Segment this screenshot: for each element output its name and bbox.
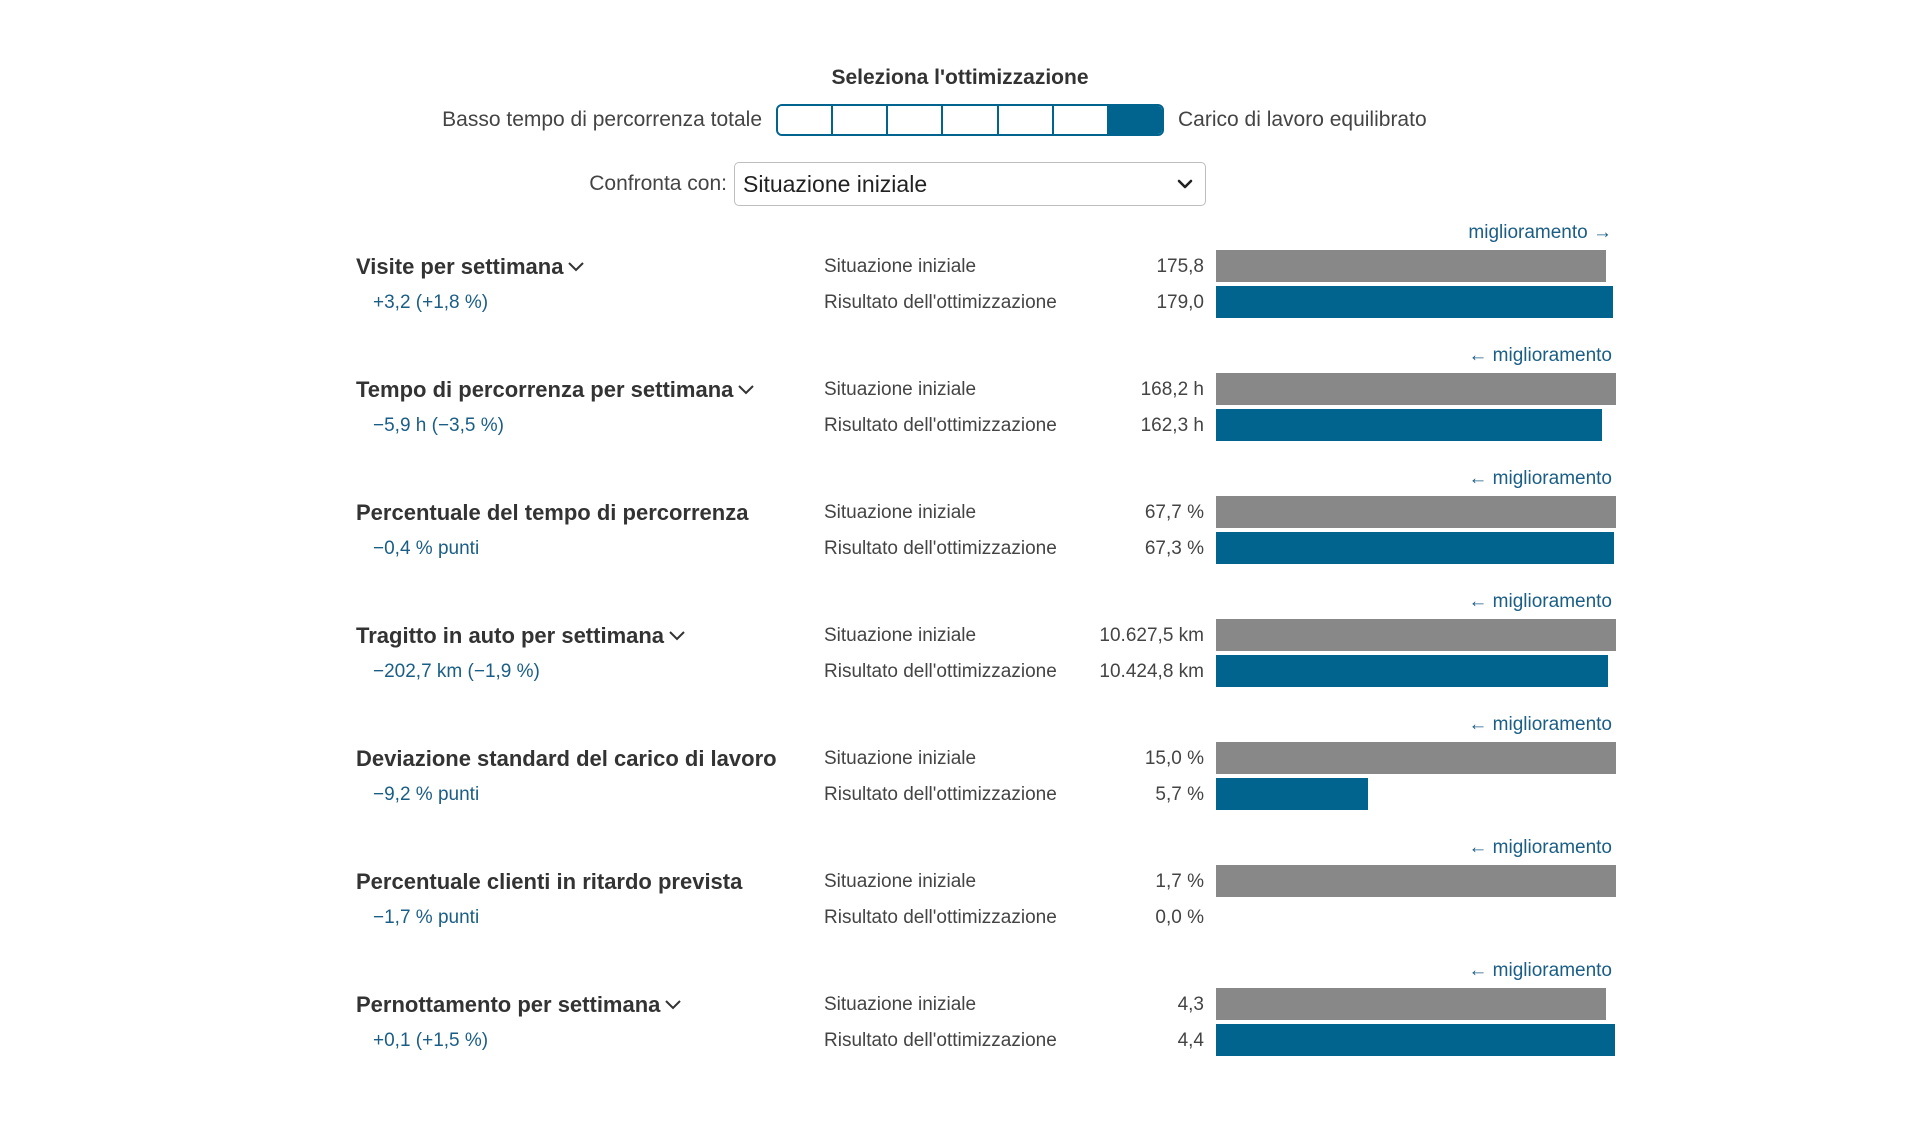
metric-title-text: Percentuale clienti in ritardo prevista	[356, 869, 743, 894]
metric-row: ← miglioramento Deviazione standard del c…	[0, 714, 1920, 824]
baseline-value: 175,8	[1156, 256, 1204, 277]
result-bar	[1216, 655, 1608, 687]
baseline-bar	[1216, 496, 1616, 528]
baseline-label: Situazione iniziale	[824, 625, 977, 646]
baseline-bar	[1216, 988, 1606, 1020]
metric-row: ← miglioramento Percentuale del tempo di …	[0, 468, 1920, 578]
result-value: 179,0	[1156, 292, 1204, 313]
baseline-value: 168,2 h	[1140, 379, 1204, 400]
baseline-label: Situazione iniziale	[824, 871, 977, 892]
result-label: Risultato dell'ottimizzazione	[824, 784, 1057, 805]
result-bar	[1216, 778, 1368, 810]
slider-segment-1[interactable]	[778, 106, 834, 134]
slider-segment-5[interactable]	[998, 106, 1054, 134]
baseline-label: Situazione iniziale	[824, 256, 977, 277]
chevron-down-icon[interactable]	[668, 630, 686, 642]
optimization-selector: Basso tempo di percorrenza totale Carico…	[0, 104, 1920, 138]
result-label: Risultato dell'ottimizzazione	[824, 538, 1057, 559]
metric-title-text: Visite per settimana	[356, 254, 564, 279]
optimization-slider[interactable]	[776, 104, 1164, 136]
slider-segment-3[interactable]	[888, 106, 944, 134]
improvement-direction: ← miglioramento	[1468, 345, 1612, 366]
result-label: Risultato dell'ottimizzazione	[824, 415, 1057, 436]
result-bar	[1216, 409, 1602, 441]
metric-title[interactable]: Visite per settimana	[356, 254, 585, 280]
result-value: 0,0 %	[1155, 907, 1204, 928]
improvement-direction: ← miglioramento	[1468, 837, 1612, 858]
compare-label: Confronta con:	[589, 172, 727, 195]
baseline-label: Situazione iniziale	[824, 748, 977, 769]
optimization-left-label: Basso tempo di percorrenza totale	[442, 108, 762, 131]
baseline-value: 15,0 %	[1144, 748, 1204, 769]
improvement-direction: miglioramento →	[1468, 222, 1612, 243]
baseline-label: Situazione iniziale	[824, 994, 977, 1015]
metric-delta: −202,7 km (−1,9 %)	[373, 661, 540, 682]
optimization-right-label: Carico di lavoro equilibrato	[1178, 108, 1427, 131]
improvement-direction: ← miglioramento	[1468, 468, 1612, 489]
metric-row: miglioramento → Visite per settimana +3,2 …	[0, 222, 1920, 332]
improvement-direction: ← miglioramento	[1468, 714, 1612, 735]
chevron-down-icon[interactable]	[737, 384, 755, 396]
metric-delta: −1,7 % punti	[373, 907, 480, 928]
metric-title-text: Deviazione standard del carico di lavoro	[356, 746, 777, 771]
baseline-bar	[1216, 742, 1616, 774]
metric-delta: +3,2 (+1,8 %)	[373, 292, 489, 313]
metric-title-text: Tragitto in auto per settimana	[356, 623, 665, 648]
baseline-bar	[1216, 373, 1616, 405]
baseline-label: Situazione iniziale	[824, 379, 977, 400]
metric-row: ← miglioramento Pernottamento per settima…	[0, 960, 1920, 1070]
result-bar	[1216, 286, 1613, 318]
slider-segment-2[interactable]	[833, 106, 889, 134]
baseline-bar	[1216, 865, 1616, 897]
slider-segment-4[interactable]	[943, 106, 999, 134]
metric-delta: −0,4 % punti	[373, 538, 480, 559]
baseline-bar	[1216, 619, 1616, 651]
improvement-direction: ← miglioramento	[1468, 591, 1612, 612]
result-value: 67,3 %	[1144, 538, 1204, 559]
slider-segment-7[interactable]	[1108, 106, 1162, 134]
baseline-value: 10.627,5 km	[1099, 625, 1204, 646]
baseline-bar	[1216, 250, 1606, 282]
result-value: 10.424,8 km	[1099, 661, 1204, 682]
result-bar	[1216, 1024, 1615, 1056]
metric-row: ← miglioramento Percentuale clienti in ri…	[0, 837, 1920, 947]
result-label: Risultato dell'ottimizzazione	[824, 292, 1057, 313]
metric-delta: −9,2 % punti	[373, 784, 480, 805]
metric-delta: +0,1 (+1,5 %)	[373, 1030, 489, 1051]
improvement-direction: ← miglioramento	[1468, 960, 1612, 981]
chevron-down-icon[interactable]	[664, 999, 682, 1011]
compare-row: Confronta con: Situazione iniziale	[0, 162, 1920, 206]
metric-row: ← miglioramento Tempo di percorrenza per …	[0, 345, 1920, 455]
metric-row: ← miglioramento Tragitto in auto per sett…	[0, 591, 1920, 701]
result-value: 162,3 h	[1140, 415, 1204, 436]
metric-title: Percentuale del tempo di percorrenza	[356, 500, 748, 526]
result-label: Risultato dell'ottimizzazione	[824, 907, 1057, 928]
metric-delta: −5,9 h (−3,5 %)	[373, 415, 504, 436]
compare-selected-value: Situazione iniziale	[743, 171, 928, 197]
baseline-value: 1,7 %	[1155, 871, 1204, 892]
baseline-value: 67,7 %	[1144, 502, 1204, 523]
metric-title: Deviazione standard del carico di lavoro	[356, 746, 777, 772]
metric-title[interactable]: Tragitto in auto per settimana	[356, 623, 686, 649]
baseline-value: 4,3	[1177, 994, 1204, 1015]
result-bar	[1216, 532, 1614, 564]
metric-title-text: Tempo di percorrenza per settimana	[356, 377, 734, 402]
optimization-title: Seleziona l'ottimizzazione	[831, 66, 1089, 89]
baseline-label: Situazione iniziale	[824, 502, 977, 523]
result-label: Risultato dell'ottimizzazione	[824, 1030, 1057, 1051]
metric-title-text: Pernottamento per settimana	[356, 992, 661, 1017]
result-value: 5,7 %	[1155, 784, 1204, 805]
metric-title[interactable]: Pernottamento per settimana	[356, 992, 682, 1018]
metric-title: Percentuale clienti in ritardo prevista	[356, 869, 742, 895]
compare-select[interactable]: Situazione iniziale	[734, 162, 1206, 206]
metric-title-text: Percentuale del tempo di percorrenza	[356, 500, 749, 525]
result-label: Risultato dell'ottimizzazione	[824, 661, 1057, 682]
metric-title[interactable]: Tempo di percorrenza per settimana	[356, 377, 755, 403]
result-value: 4,4	[1177, 1030, 1204, 1051]
chevron-down-icon	[1177, 179, 1193, 189]
slider-segment-6[interactable]	[1053, 106, 1109, 134]
chevron-down-icon[interactable]	[567, 261, 585, 273]
